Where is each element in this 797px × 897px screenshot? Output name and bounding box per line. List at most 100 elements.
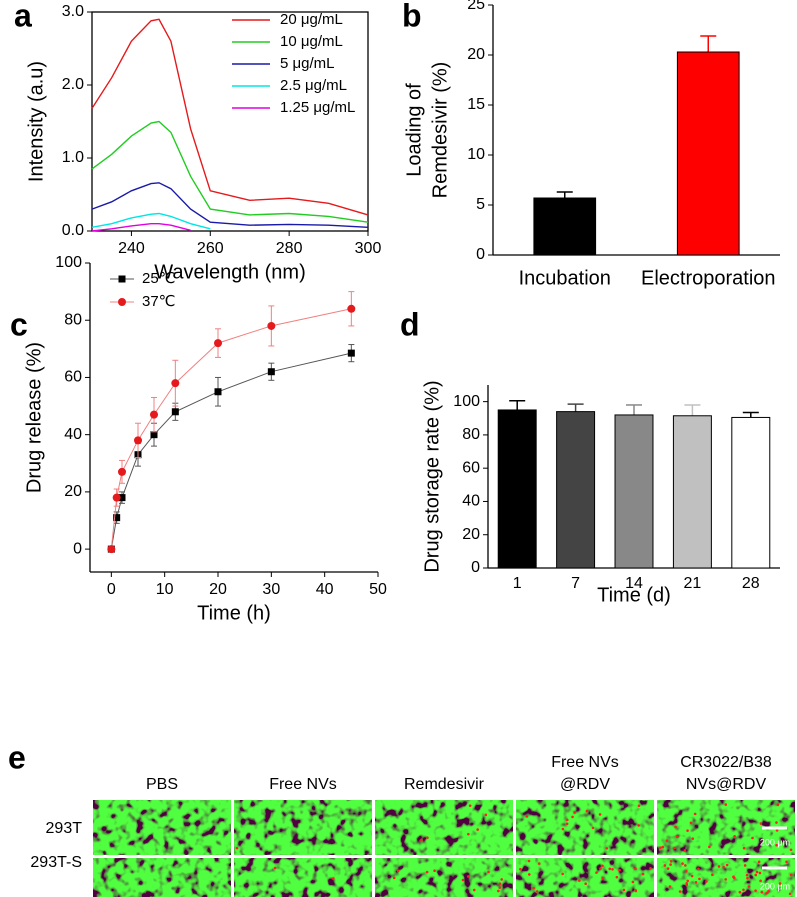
scale-bar-label: 200 μm <box>760 881 790 891</box>
dead-cell <box>697 867 700 871</box>
y-tick-label: 40 <box>462 493 480 510</box>
column-label: Free NVs <box>551 754 619 771</box>
bar <box>556 411 596 569</box>
row-label: 293T-S <box>30 854 82 871</box>
legend-label: 5 μg/mL <box>280 55 335 72</box>
dead-cell <box>595 871 598 874</box>
legend-label: 1.25 μg/mL <box>280 99 355 116</box>
dead-cell <box>525 815 529 818</box>
micrograph <box>93 858 231 897</box>
x-tick-label: 28 <box>742 575 760 592</box>
y-axis-label: Intensity (a.u) <box>25 61 47 182</box>
dead-cell <box>571 815 574 819</box>
legend-marker <box>118 298 126 306</box>
dead-cell <box>537 862 541 865</box>
dead-cell <box>433 869 436 873</box>
panel-label: e <box>8 739 26 775</box>
marker <box>150 431 158 439</box>
column-label: NVs@RDV <box>686 776 767 793</box>
micrograph <box>234 800 372 855</box>
dead-cell <box>487 870 490 874</box>
column-label: @RDV <box>560 776 610 793</box>
y-tick-label: 15 <box>467 96 485 113</box>
x-tick-label: 40 <box>316 581 334 598</box>
dead-cell <box>396 869 400 873</box>
dead-cell <box>717 865 721 868</box>
marker <box>118 494 126 502</box>
x-axis-label: Time (h) <box>197 602 271 624</box>
dead-cell <box>484 813 488 817</box>
legend-label: 25℃ <box>142 270 176 287</box>
y-tick-label: 60 <box>462 459 480 476</box>
dead-cell <box>686 879 690 883</box>
dead-cell <box>476 828 479 831</box>
dead-cell <box>732 875 735 879</box>
bar <box>614 414 654 569</box>
y-tick-label: 80 <box>462 426 480 443</box>
marker <box>214 339 222 348</box>
x-tick-label: 1 <box>513 575 522 592</box>
dead-cell <box>681 862 684 865</box>
micrograph <box>93 800 231 855</box>
marker <box>112 493 121 502</box>
dead-cell <box>611 867 614 871</box>
x-tick-label: 30 <box>262 581 280 598</box>
micrograph-image <box>375 800 513 855</box>
y-axis-label: Drug release (%) <box>23 342 45 493</box>
dead-cell <box>634 867 637 871</box>
micrograph-image <box>234 858 372 897</box>
dead-cell <box>331 877 335 880</box>
dead-cell <box>775 843 778 847</box>
dead-cell <box>666 867 670 870</box>
dead-cell <box>678 890 682 893</box>
dead-cell <box>746 876 749 880</box>
x-tick-label: 7 <box>571 575 580 592</box>
row-label: 293T <box>46 820 83 837</box>
x-tick-label: 10 <box>156 581 174 598</box>
dead-cell <box>532 886 535 890</box>
dead-cell <box>775 829 779 832</box>
series-line <box>91 212 211 230</box>
panel-label: c <box>10 306 28 342</box>
marker <box>347 349 355 357</box>
dead-cell <box>565 818 569 822</box>
dead-cell <box>527 873 531 876</box>
dead-cell <box>765 891 768 895</box>
dead-cell <box>722 865 725 869</box>
dead-cell <box>745 873 749 877</box>
y-tick-label: 2.0 <box>62 76 84 93</box>
legend-marker <box>118 275 126 283</box>
series-line <box>91 182 369 228</box>
dead-cell <box>789 873 793 877</box>
panel-label: a <box>14 0 32 33</box>
micrograph-image <box>516 800 654 855</box>
dead-cell <box>685 881 688 885</box>
dead-cell <box>466 875 470 878</box>
dead-cell <box>618 868 621 872</box>
dead-cell <box>675 835 679 839</box>
x-tick-label: 14 <box>625 575 643 592</box>
column-label: PBS <box>146 776 178 793</box>
y-tick-label: 0.0 <box>62 222 84 239</box>
dead-cell <box>535 890 539 893</box>
dead-cell <box>622 888 626 892</box>
bar <box>533 197 597 256</box>
marker <box>171 379 180 388</box>
dead-cell <box>598 813 602 816</box>
dead-cell <box>738 890 742 894</box>
y-tick-label: 1.0 <box>62 149 84 166</box>
marker <box>113 514 121 522</box>
x-tick-label: Incubation <box>519 267 611 289</box>
column-label: Free NVs <box>269 776 337 793</box>
dead-cell <box>668 885 672 888</box>
dead-cell <box>663 864 667 867</box>
y-tick-label: 80 <box>64 311 82 328</box>
dead-cell <box>634 889 638 893</box>
dead-cell <box>637 824 640 827</box>
micrograph <box>234 858 372 897</box>
plot-frame <box>91 11 369 232</box>
dead-cell <box>601 864 604 868</box>
dead-cell <box>693 812 697 816</box>
dead-cell <box>500 878 504 881</box>
